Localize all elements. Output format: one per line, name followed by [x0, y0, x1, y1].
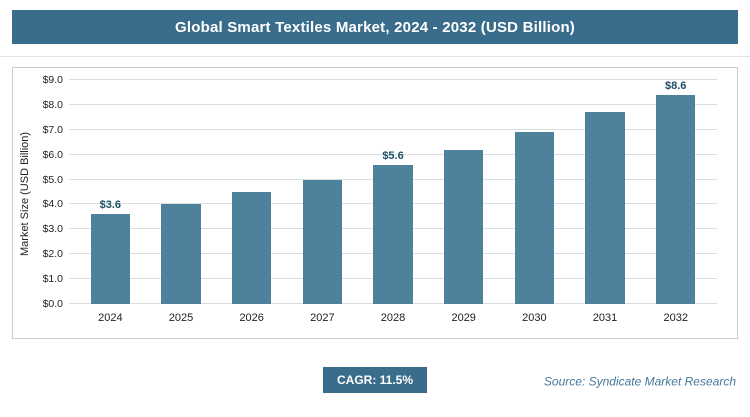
y-tick-label: $3.0: [42, 223, 63, 236]
footer: CAGR: 11.5% Source: Syndicate Market Res…: [12, 367, 738, 393]
y-tick-label: $0.0: [42, 298, 63, 310]
x-tick-label: 2024: [98, 312, 123, 324]
x-tick-label: 2032: [663, 312, 688, 324]
bar-2032: [655, 95, 696, 304]
x-tick-label: 2030: [522, 312, 547, 324]
bar-2030: [514, 132, 555, 304]
bar-2029: [443, 149, 484, 304]
x-tick-label: 2029: [451, 312, 476, 324]
bar-2027: [302, 179, 343, 304]
bar-value-label: $8.6: [665, 80, 687, 92]
y-tick-label: $5.0: [42, 173, 63, 186]
y-tick-label: $7.0: [42, 123, 63, 136]
bar-slot-2031: [570, 80, 641, 304]
bar-2026: [231, 192, 272, 304]
x-axis-labels: 2024 2025 2026 2027 2028 2029 2030 2031 2032: [69, 304, 717, 330]
chart-title: Global Smart Textiles Market, 2024 - 203…: [174, 18, 576, 36]
plot-column: $3.6 $5.6 $8.6 2024 2025 2026 2027 2028 2029 203…: [69, 79, 717, 330]
plot-wrapper: $0.0 $1.0 $2.0 $3.0 $4.0 $5.0 $6.0 $7.0 $8.0 $9.0…: [33, 74, 717, 330]
gridline: [69, 79, 717, 80]
page: Global Smart Textiles Market, 2024 - 203…: [0, 10, 750, 393]
y-axis-title: Market Size (USD Billion): [19, 131, 31, 257]
chart: Market Size (USD Billion) $0.0 $1.0 $2.0 $3…: [12, 67, 738, 339]
bar-2024: [90, 214, 131, 304]
bar-slot-2032: $8.6: [640, 80, 711, 304]
bar-slot-2024: $3.6: [75, 80, 146, 304]
x-tick-label: 2031: [592, 312, 618, 324]
cagr-badge: CAGR: 11.5%: [322, 367, 428, 393]
gridline: [69, 153, 717, 155]
header-divider: [0, 56, 750, 57]
bar-slot-2028: $5.6: [358, 80, 429, 304]
bar-slot-2030: [499, 80, 570, 304]
bar-slot-2026: [216, 80, 287, 304]
bar-value-label: $5.6: [382, 149, 404, 162]
bar-2031: [585, 112, 625, 304]
bars-container: $3.6 $5.6 $8.6: [69, 80, 717, 304]
y-axis-ticks: $0.0 $1.0 $2.0 $3.0 $4.0 $5.0 $6.0 $7.0 $8.0 $9.0: [33, 74, 69, 310]
bar-2028: [373, 164, 413, 304]
y-tick-label: $6.0: [42, 148, 63, 161]
y-tick-label: $2.0: [42, 248, 63, 261]
y-tick-label: $9.0: [42, 74, 63, 86]
y-tick-label: $4.0: [42, 198, 63, 211]
x-tick-label: 2027: [310, 312, 335, 324]
bar-value-label: $3.6: [99, 199, 122, 212]
x-tick-label: 2025: [168, 312, 194, 324]
gridline: [69, 128, 717, 130]
plot-area: $3.6 $5.6 $8.6: [69, 79, 717, 304]
y-tick-label: $8.0: [42, 98, 63, 111]
bar-slot-2027: [287, 80, 358, 304]
title-banner: Global Smart Textiles Market, 2024 - 203…: [12, 10, 738, 44]
source-text: Source: Syndicate Market Research: [543, 374, 736, 389]
x-tick-label: 2028: [380, 312, 406, 324]
y-tick-label: $1.0: [42, 273, 63, 286]
bar-2025: [161, 204, 201, 304]
bar-slot-2025: [146, 80, 217, 304]
x-tick-label: 2026: [239, 312, 264, 324]
bar-slot-2029: [428, 80, 499, 304]
gridline: [69, 103, 717, 105]
